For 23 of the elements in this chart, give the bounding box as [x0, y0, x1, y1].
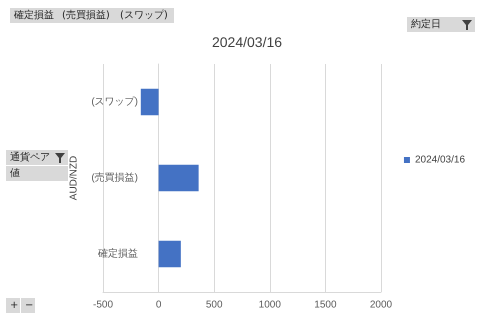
chart-title: 2024/03/16: [212, 34, 282, 50]
y-tick-label: 確定損益: [97, 248, 138, 260]
x-tick-label: 500: [206, 300, 223, 310]
x-tick-label: -500: [92, 300, 114, 310]
y-axis-title: AUD/NZD: [68, 156, 80, 200]
bar: [158, 164, 199, 192]
text: 通貨ペア: [6, 150, 68, 165]
text: (スワップ): [116, 8, 174, 23]
y-tick-label: (売買損益): [91, 172, 138, 184]
text: 値: [6, 166, 68, 181]
text: −: [21, 298, 35, 313]
x-tick-label: 0: [156, 300, 162, 310]
text: 確定損益: [10, 8, 58, 23]
text: (売買損益): [58, 8, 116, 23]
bar: [140, 88, 159, 116]
bar: [158, 240, 181, 268]
y-tick-label: (スワップ): [91, 96, 138, 108]
x-tick-label: 1500: [314, 300, 337, 310]
x-tick-label: 2000: [370, 300, 393, 310]
legend-label: 2024/03/16: [414, 154, 466, 166]
text: +: [6, 298, 20, 313]
x-tick-label: 1000: [258, 300, 282, 310]
text: 約定日: [407, 17, 475, 32]
